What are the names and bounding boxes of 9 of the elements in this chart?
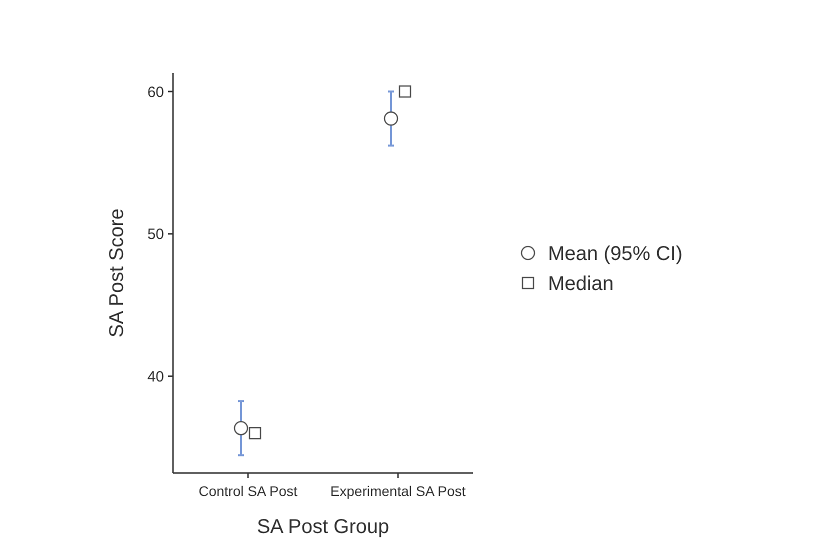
y-tick-label: 50: [147, 226, 164, 244]
y-tick-label: 60: [147, 84, 164, 101]
legend-label: Median: [548, 273, 614, 295]
y-axis-title: SA Post Score: [106, 208, 128, 338]
x-tick-label: Control SA Post: [198, 483, 298, 499]
y-tick-label: 40: [147, 368, 164, 386]
x-tick-label: Experimental SA Post: [330, 483, 466, 499]
x-axis-title: SA Post Group: [256, 516, 390, 538]
legend-label: Mean (95% CI): [548, 243, 682, 265]
